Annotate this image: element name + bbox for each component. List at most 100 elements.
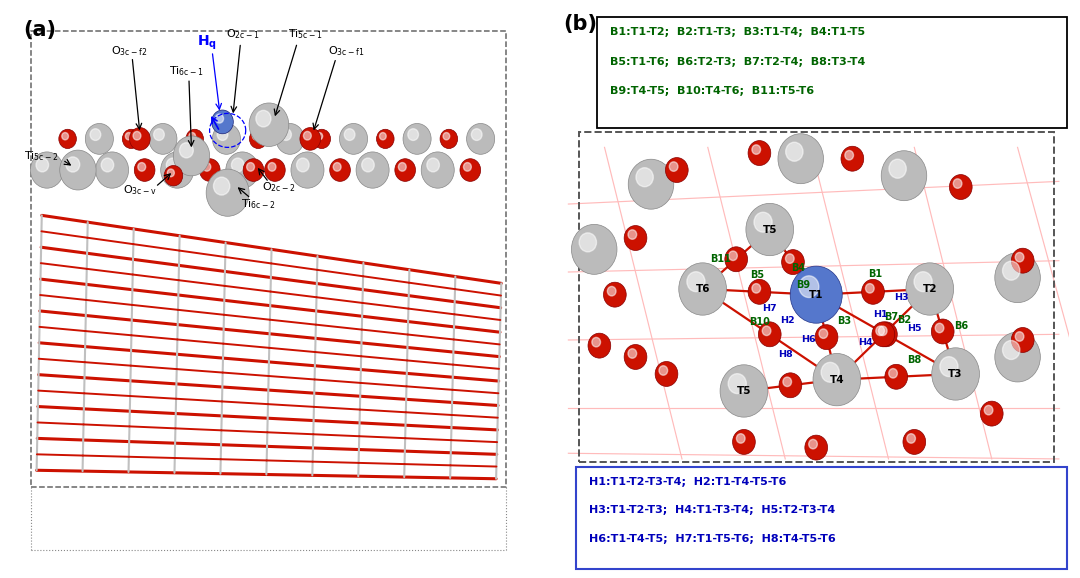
Circle shape [36, 158, 49, 172]
Text: B1:T1-T2;  B2:T1-T3;  B3:T1-T4;  B4:T1-T5: B1:T1-T2; B2:T1-T3; B3:T1-T4; B4:T1-T5 [610, 27, 865, 38]
Circle shape [30, 152, 64, 188]
Circle shape [246, 162, 255, 171]
Circle shape [813, 354, 861, 406]
Circle shape [214, 177, 230, 195]
Circle shape [256, 110, 271, 127]
Text: $\mathregular{O_{2c-1}}$: $\mathregular{O_{2c-1}}$ [226, 27, 260, 41]
Circle shape [782, 250, 805, 275]
Circle shape [748, 279, 771, 304]
FancyBboxPatch shape [576, 468, 1067, 569]
Circle shape [954, 179, 962, 188]
Circle shape [212, 110, 233, 134]
Text: T4: T4 [829, 375, 845, 384]
Circle shape [164, 165, 183, 186]
Circle shape [339, 124, 367, 154]
Circle shape [809, 439, 818, 449]
Circle shape [571, 224, 617, 275]
Circle shape [932, 348, 980, 400]
Circle shape [1015, 332, 1024, 341]
Circle shape [725, 247, 747, 272]
Circle shape [995, 332, 1040, 382]
Circle shape [134, 159, 154, 181]
Circle shape [752, 284, 760, 293]
Circle shape [90, 129, 100, 140]
Circle shape [889, 369, 897, 378]
Circle shape [85, 124, 113, 154]
Circle shape [329, 159, 350, 181]
Text: H1: H1 [874, 310, 888, 319]
Circle shape [785, 254, 794, 264]
Circle shape [395, 159, 416, 181]
Circle shape [122, 129, 140, 149]
Circle shape [984, 405, 993, 415]
Circle shape [443, 132, 449, 140]
Circle shape [173, 136, 210, 176]
Text: B5: B5 [750, 270, 764, 280]
Circle shape [316, 132, 323, 140]
Circle shape [875, 322, 897, 347]
Text: $\mathregular{Ti_{5c-2}}$: $\mathregular{Ti_{5c-2}}$ [24, 149, 58, 163]
Circle shape [243, 159, 264, 181]
Text: H4: H4 [858, 338, 873, 347]
Circle shape [791, 266, 842, 323]
Text: (b): (b) [564, 14, 597, 34]
Circle shape [440, 129, 458, 149]
Circle shape [133, 131, 140, 140]
Circle shape [627, 230, 636, 239]
Circle shape [408, 129, 418, 140]
Circle shape [421, 152, 455, 188]
Circle shape [878, 326, 887, 336]
Circle shape [762, 326, 771, 336]
Text: T3: T3 [948, 369, 963, 379]
Circle shape [783, 377, 792, 387]
Text: H2: H2 [781, 316, 795, 325]
Circle shape [805, 435, 827, 460]
Text: B11: B11 [711, 254, 731, 264]
Text: $\mathregular{Ti_{5c-1}}$: $\mathregular{Ti_{5c-1}}$ [287, 27, 323, 41]
Circle shape [588, 333, 610, 358]
Circle shape [579, 233, 596, 252]
Circle shape [460, 159, 481, 181]
Circle shape [297, 158, 309, 172]
Text: H3: H3 [894, 293, 908, 302]
Circle shape [379, 132, 387, 140]
Circle shape [935, 323, 944, 333]
Circle shape [629, 159, 674, 209]
Circle shape [153, 129, 164, 140]
Circle shape [161, 152, 193, 188]
Text: H6: H6 [801, 335, 815, 344]
Circle shape [656, 361, 678, 387]
Text: B5:T1-T6;  B6:T2-T3;  B7:T2-T4;  B8:T3-T4: B5:T1-T6; B6:T2-T3; B7:T2-T4; B8:T3-T4 [610, 57, 865, 67]
Circle shape [200, 159, 220, 181]
Text: B9:T4-T5;  B10:T4-T6;  B11:T5-T6: B9:T4-T5; B10:T4-T6; B11:T5-T6 [610, 86, 814, 96]
Circle shape [125, 132, 132, 140]
Circle shape [758, 322, 781, 347]
Circle shape [66, 157, 80, 172]
Circle shape [728, 374, 746, 394]
Text: $\mathregular{O_{3c-v}}$: $\mathregular{O_{3c-v}}$ [123, 183, 157, 197]
Circle shape [903, 429, 926, 454]
FancyBboxPatch shape [597, 17, 1067, 128]
Circle shape [62, 132, 68, 140]
Circle shape [58, 129, 77, 149]
Circle shape [876, 326, 885, 336]
Text: B1: B1 [868, 269, 882, 279]
Circle shape [931, 319, 954, 344]
Circle shape [949, 175, 972, 199]
Circle shape [729, 251, 738, 261]
Text: B6: B6 [954, 321, 968, 331]
Circle shape [821, 362, 839, 382]
Circle shape [95, 152, 129, 188]
Circle shape [463, 162, 471, 171]
Circle shape [995, 253, 1040, 303]
Text: H8: H8 [778, 350, 793, 358]
Circle shape [179, 143, 193, 158]
Text: $\mathregular{Ti_{6c-1}}$: $\mathregular{Ti_{6c-1}}$ [168, 64, 204, 78]
Text: H1:T1-T2-T3-T4;  H2:T1-T4-T5-T6: H1:T1-T2-T3-T4; H2:T1-T4-T5-T6 [589, 477, 786, 487]
Circle shape [1015, 253, 1024, 262]
Circle shape [249, 129, 267, 149]
Text: T5: T5 [762, 224, 777, 235]
Text: B3: B3 [838, 316, 852, 327]
Circle shape [907, 434, 916, 443]
Circle shape [940, 357, 958, 377]
